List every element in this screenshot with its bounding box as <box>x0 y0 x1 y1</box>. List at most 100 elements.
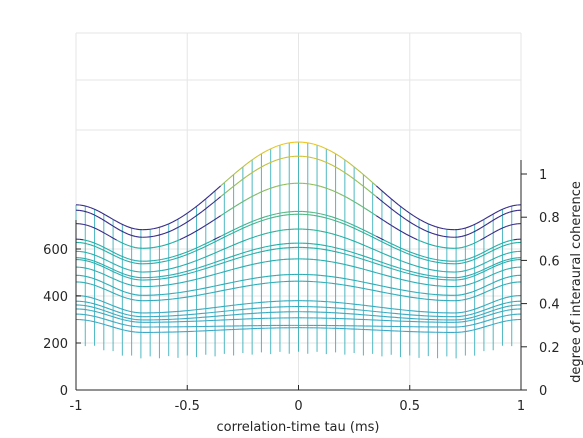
mesh-curve-segment <box>105 267 110 271</box>
mesh-curve-segment <box>179 281 184 284</box>
mesh-curve-segment <box>502 259 507 262</box>
mesh-curve-segment <box>468 282 473 285</box>
mesh-curve-segment <box>212 217 218 222</box>
mesh-curve-segment <box>179 237 184 241</box>
mesh-curve-segment <box>235 267 240 270</box>
mesh-curve-segment <box>324 161 329 164</box>
mesh-curve-segment <box>135 235 140 238</box>
mesh-curve-segment <box>124 309 129 312</box>
mesh-curve-segment <box>502 297 507 300</box>
mesh-curve-segment <box>494 279 499 283</box>
mesh-curve-segment <box>483 235 488 239</box>
mesh-curve-segment <box>261 246 266 249</box>
mesh-curve-segment <box>79 223 84 225</box>
mesh-curve-segment <box>498 321 503 324</box>
mesh-curve-segment <box>213 264 218 267</box>
mesh-curve-segment <box>420 273 425 276</box>
mesh-curve-segment <box>198 244 203 248</box>
mesh-curve-segment <box>413 281 418 284</box>
mesh-curve-segment <box>335 276 340 279</box>
mesh-curve-segment <box>249 170 255 175</box>
mesh-curve-segment <box>253 221 258 225</box>
mesh-curve-segment <box>487 265 492 269</box>
mesh-curve-segment <box>391 264 396 268</box>
mesh-curve-segment <box>164 243 169 246</box>
mesh-curve-segment <box>227 208 233 212</box>
mesh-curve-segment <box>239 256 244 259</box>
mesh-curve-segment <box>86 240 91 243</box>
mesh-curve-segment <box>357 229 362 233</box>
mesh-curve-segment <box>468 267 473 271</box>
mesh-curve-segment <box>176 275 180 277</box>
mesh-curve-segment <box>94 245 99 249</box>
mesh-curve-segment <box>468 243 474 246</box>
mesh-curve-segment <box>235 280 240 283</box>
mesh-curve-segment <box>120 308 125 311</box>
mesh-curve-segment <box>94 242 99 246</box>
mesh-curve-segment <box>409 296 414 299</box>
mesh-curve-segment <box>413 271 418 274</box>
mesh-curve-segment <box>283 142 288 145</box>
mesh-curve-segment <box>398 270 403 273</box>
mesh-curve-segment <box>201 243 207 246</box>
mesh-curve-segment <box>90 277 95 280</box>
mesh-curve-15 <box>75 155 522 238</box>
mesh-curve-segment <box>257 262 262 264</box>
mesh-curve-segment <box>101 300 106 304</box>
mesh-curve-segment <box>257 283 262 285</box>
mesh-curve-segment <box>324 214 329 217</box>
mesh-curve-9 <box>75 246 522 281</box>
mesh-curve-segment <box>387 286 392 289</box>
mesh-curve-4 <box>75 300 522 318</box>
mesh-curve-segment <box>465 317 470 320</box>
mesh-curve-segment <box>209 265 214 268</box>
mesh-curve-segment <box>90 241 95 244</box>
mesh-curve-segment <box>431 232 436 235</box>
mesh-curve-segment <box>398 288 403 291</box>
mesh-curve-segment <box>124 313 129 316</box>
mesh-curve-segment <box>242 251 247 254</box>
mesh-curve-segment <box>112 313 117 316</box>
mesh-curve-segment <box>472 274 477 277</box>
mesh-curve-segment <box>183 235 188 239</box>
mesh-curve-segment <box>502 283 507 286</box>
mesh-curve-segment <box>109 284 114 288</box>
mesh-curve-segment <box>398 259 403 262</box>
mesh-curve-segment <box>417 275 421 277</box>
mesh-curve-2 <box>75 308 522 323</box>
mesh-curve-segment <box>365 245 370 248</box>
mesh-curve-segment <box>424 242 429 245</box>
mesh-curve-segment <box>465 320 470 322</box>
mesh-curve-segment <box>476 314 481 317</box>
mesh-curve-segment <box>83 275 88 278</box>
mesh-curve-segment <box>498 242 503 246</box>
mesh-curve-segment <box>502 261 507 264</box>
mesh-curve-segment <box>431 269 436 272</box>
mesh-curve-segment <box>361 258 366 261</box>
mesh-curve-segment <box>90 259 95 262</box>
mesh-curve-segment <box>342 170 348 175</box>
mesh-curve-segment <box>83 251 88 254</box>
mesh-curve-segment <box>498 298 503 301</box>
z-tick-label: 0.8 <box>539 211 560 226</box>
mesh-curve-segment <box>506 282 511 285</box>
mesh-curve-segment <box>313 143 318 146</box>
mesh-curve-segment <box>513 223 518 225</box>
mesh-curve-segment <box>502 244 507 247</box>
mesh-curve-segment <box>413 252 418 256</box>
mesh-curve-segment <box>183 296 188 299</box>
mesh-curve-segment <box>83 223 88 226</box>
mesh-curve-segment <box>209 262 214 265</box>
mesh-curve-segment <box>131 259 136 262</box>
mesh-curve-segment <box>368 210 373 214</box>
mesh-curve-segment <box>457 228 462 231</box>
mesh-curve-segment <box>231 258 236 261</box>
mesh-curve-segment <box>223 178 229 184</box>
mesh-curve-segment <box>90 309 95 312</box>
mesh-curve-segment <box>476 322 481 325</box>
mesh-curve-segment <box>383 274 388 277</box>
mesh-curve-segment <box>346 160 351 165</box>
mesh-curve-segment <box>131 311 136 313</box>
mesh-curve-segment <box>324 249 329 251</box>
mesh-curve-segment <box>365 233 370 236</box>
